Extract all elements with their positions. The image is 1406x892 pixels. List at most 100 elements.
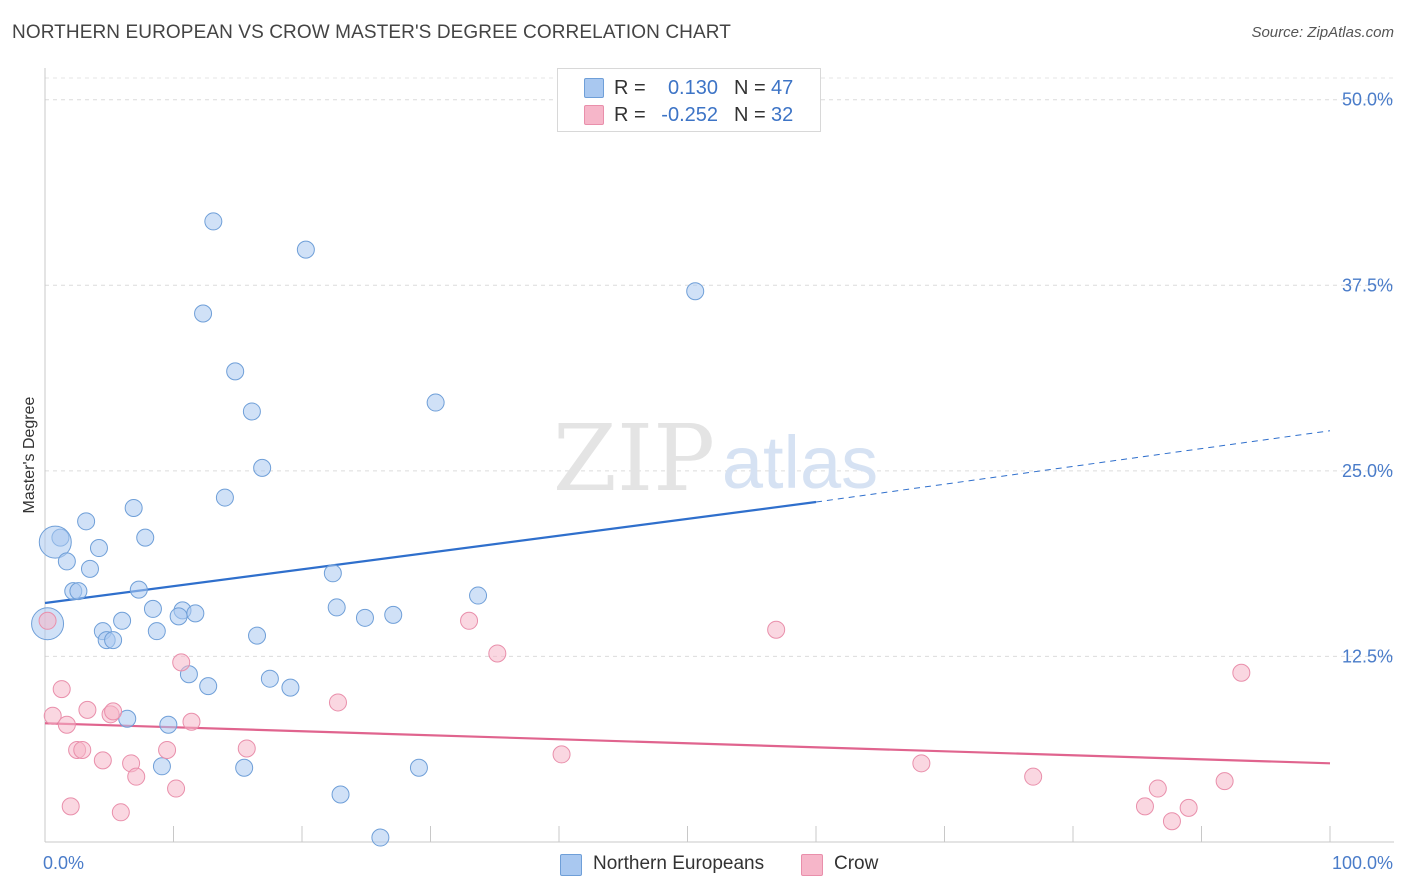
data-point bbox=[767, 620, 786, 639]
data-point bbox=[78, 700, 97, 719]
data-point bbox=[77, 512, 96, 531]
watermark: ZIP atlas bbox=[553, 405, 878, 512]
trend-line bbox=[44, 722, 1331, 765]
data-point bbox=[194, 304, 213, 323]
data-point bbox=[242, 402, 261, 421]
data-point bbox=[371, 828, 390, 847]
data-point bbox=[147, 622, 166, 641]
data-point bbox=[129, 580, 148, 599]
data-point bbox=[460, 611, 479, 630]
data-point bbox=[43, 706, 62, 725]
data-point bbox=[323, 564, 342, 583]
data-point bbox=[686, 282, 705, 301]
legend-row-northern-europeans: R = 0.130 N = 47 bbox=[558, 74, 820, 100]
data-point bbox=[93, 751, 112, 770]
data-point bbox=[104, 702, 123, 721]
data-point bbox=[248, 626, 267, 645]
trend-lines bbox=[44, 430, 1331, 765]
data-point bbox=[237, 739, 256, 758]
watermark-atlas: atlas bbox=[722, 421, 878, 504]
data-point bbox=[80, 559, 99, 578]
trend-line-extension bbox=[815, 430, 1331, 503]
data-point bbox=[488, 644, 507, 663]
data-point bbox=[1135, 797, 1154, 816]
bottom-legend-swatch bbox=[560, 854, 582, 876]
data-point bbox=[111, 803, 130, 822]
legend-r-label: R = bbox=[614, 104, 646, 126]
bottom-legend-label: Northern Europeans bbox=[593, 853, 765, 874]
data-point bbox=[296, 240, 315, 259]
legend-r-value: 0.130 bbox=[667, 77, 718, 99]
data-point bbox=[327, 598, 346, 617]
data-point bbox=[172, 653, 191, 672]
legend-r-value: -0.252 bbox=[661, 104, 718, 126]
data-point bbox=[328, 693, 347, 712]
data-point bbox=[169, 607, 188, 626]
legend-swatch-northern-europeans bbox=[584, 78, 604, 98]
watermark-zip: ZIP bbox=[553, 405, 715, 512]
data-point bbox=[158, 740, 177, 759]
axes bbox=[44, 68, 1394, 843]
data-point bbox=[167, 779, 186, 798]
data-point bbox=[143, 599, 162, 618]
data-point bbox=[52, 680, 71, 699]
legend-r-label: R = bbox=[614, 77, 646, 99]
data-point bbox=[113, 611, 132, 630]
data-point bbox=[104, 631, 123, 650]
data-point bbox=[912, 754, 931, 773]
tick-labels: 12.5% 25.0% 37.5% 50.0% 0.0% 100.0% bbox=[43, 90, 1393, 873]
data-point bbox=[226, 362, 245, 381]
data-point bbox=[204, 212, 223, 231]
data-point bbox=[469, 586, 488, 605]
bottom-legend-label: Crow bbox=[834, 853, 879, 874]
legend-n-value: 47 bbox=[771, 77, 794, 99]
data-point bbox=[73, 740, 92, 759]
data-point bbox=[1232, 663, 1251, 682]
data-point bbox=[331, 785, 350, 804]
data-point bbox=[260, 669, 279, 688]
data-point bbox=[1162, 812, 1181, 831]
y-tick-label: 37.5% bbox=[1342, 275, 1393, 295]
data-point bbox=[235, 758, 254, 777]
x-tick-label: 0.0% bbox=[43, 853, 84, 873]
legend-n-label: N = bbox=[734, 77, 766, 99]
data-point bbox=[57, 715, 76, 734]
data-point bbox=[1215, 772, 1234, 791]
y-tick-label: 50.0% bbox=[1342, 90, 1393, 110]
data-point bbox=[409, 758, 428, 777]
data-point bbox=[152, 757, 171, 776]
chart-source: Source: ZipAtlas.com bbox=[1251, 24, 1394, 41]
data-point bbox=[253, 458, 272, 477]
data-point bbox=[38, 525, 72, 559]
legend-n-label: N = bbox=[734, 104, 766, 126]
data-point bbox=[355, 608, 374, 627]
gridlines bbox=[45, 77, 1394, 657]
data-point bbox=[127, 767, 146, 786]
y-tick-label: 12.5% bbox=[1342, 646, 1393, 666]
legend-n-value: 32 bbox=[771, 104, 794, 126]
data-point bbox=[61, 797, 80, 816]
legend-swatch-crow bbox=[584, 105, 604, 125]
y-tick-label: 25.0% bbox=[1342, 461, 1393, 481]
data-point bbox=[57, 552, 76, 571]
data-point bbox=[89, 539, 108, 558]
data-point bbox=[1024, 767, 1043, 786]
data-point bbox=[215, 488, 234, 507]
data-point bbox=[124, 498, 143, 517]
chart-title: NORTHERN EUROPEAN VS CROW MASTER'S DEGRE… bbox=[12, 22, 731, 43]
data-point bbox=[69, 582, 88, 601]
data-points bbox=[31, 212, 1251, 847]
data-point bbox=[1179, 798, 1198, 817]
trend-line bbox=[44, 500, 817, 605]
data-point bbox=[38, 611, 57, 630]
data-point bbox=[159, 715, 178, 734]
legend-row-crow: R = -0.252 N = 32 bbox=[558, 101, 820, 127]
data-point bbox=[1148, 779, 1167, 798]
legend-box: R = 0.130 N = 47 R = -0.252 N = 32 bbox=[557, 68, 821, 132]
data-point bbox=[136, 528, 155, 547]
data-point bbox=[118, 709, 137, 728]
data-point bbox=[552, 745, 571, 764]
x-tick-label: 100.0% bbox=[1332, 853, 1393, 873]
y-axis-label: Master's Degree bbox=[21, 396, 38, 513]
